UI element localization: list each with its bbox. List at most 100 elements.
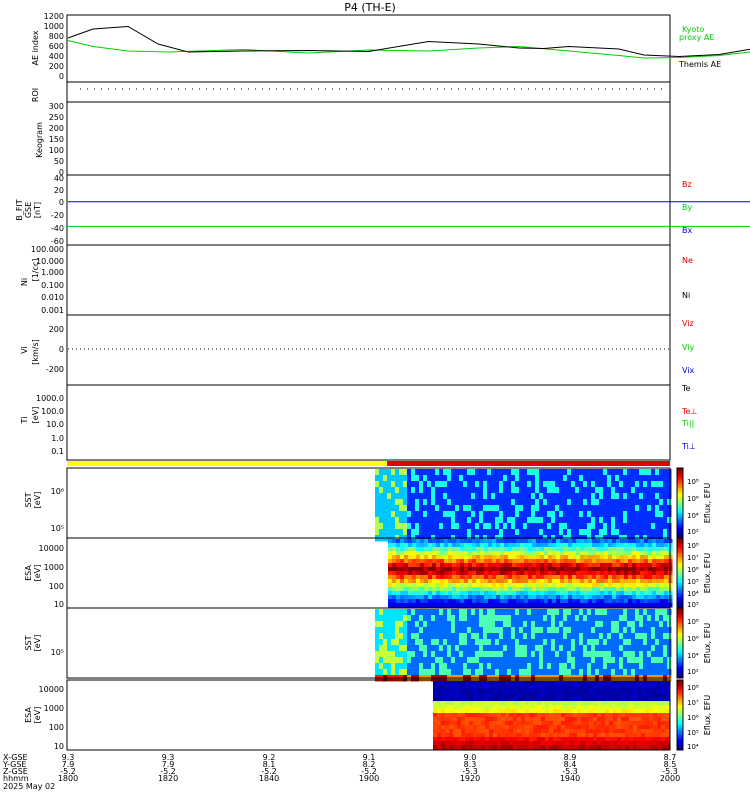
spec-esa-i-cell-114 [412, 587, 417, 592]
spec-esa-i-cell-42 [396, 571, 401, 576]
spec-sst-i-cell-189 [435, 523, 440, 530]
spec-sst-i-cell-786 [635, 505, 640, 512]
spec-esa-e-cell-952 [657, 681, 662, 686]
spec-esa-e-cell-743 [605, 729, 610, 734]
spec-sst-i-cell-739 [619, 511, 624, 518]
spec-sst-i-cell-300 [475, 469, 480, 476]
spec-esa-i-cell-905 [600, 555, 605, 560]
spec-sst-e-cell-151 [423, 651, 428, 658]
spec-sst-e-cell-790 [635, 669, 640, 676]
spec-sst-e-cell-401 [507, 639, 512, 646]
spec-esa-e-cell-676 [589, 733, 594, 738]
spec-sst-e-cell-232 [451, 633, 456, 640]
spec-esa-e-cell-467 [541, 713, 546, 718]
spec-esa-e-cell-949 [653, 737, 658, 742]
spec-esa-i-cell-715 [556, 543, 561, 548]
spec-esa-e-cell-647 [585, 685, 590, 690]
spec-sst-i-cell-505 [543, 475, 548, 482]
spec-sst-i-cell-552 [559, 469, 564, 476]
spec-esa-i-cell-820 [580, 555, 585, 560]
spec-esa-i-cell-234 [440, 591, 445, 596]
spec-esa-e-cell-118 [457, 745, 462, 750]
spec-sst-e-cell-196 [439, 633, 444, 640]
colorbar-1-step-1 [677, 540, 683, 544]
spec-sst-i-cell-495 [539, 487, 544, 494]
spec-esa-i-cell-960 [612, 571, 617, 576]
spec-sst-e-cell-583 [567, 651, 572, 658]
spec-sst-e-cell-358 [491, 669, 496, 676]
spec-esa-e-cell-135 [461, 745, 466, 750]
spec-sst-i-cell-525 [547, 523, 552, 530]
spec-esa-i-cell-189 [432, 547, 437, 552]
spec-esa-i-cell-613 [532, 543, 537, 548]
spec-sst-e-cell-200 [439, 657, 444, 664]
spec-esa-i-cell-644 [536, 599, 541, 604]
spec-esa-i-cell-359 [472, 547, 477, 552]
spec-sst-i-cell-69 [395, 523, 400, 530]
spec-sst-i-cell-865 [663, 475, 668, 482]
spec-esa-i-cell-280 [452, 571, 457, 576]
colorbar-0-step-0 [677, 468, 683, 471]
spec-sst-e-cell-670 [595, 669, 600, 676]
spec-esa-i-cell-545 [516, 543, 521, 548]
spec-esa-e-cell-522 [553, 729, 558, 734]
spec-sst-i-cell-873 [663, 523, 668, 530]
spec-sst-i-cell-745 [623, 475, 628, 482]
spec-esa-i-cell-201 [432, 595, 437, 600]
spec-esa-e-cell-774 [613, 717, 618, 722]
spec-sst-e-cell-222 [447, 645, 452, 652]
spec-esa-e-cell-187 [477, 681, 482, 686]
spec-esa-e-cell-276 [497, 697, 502, 702]
spec-esa-i-cell-927 [604, 575, 609, 580]
spec-esa-e-cell-826 [625, 721, 630, 726]
spec-sst-e-cell-846 [655, 645, 660, 652]
spec-esa-e-cell-566 [565, 701, 570, 706]
spec-esa-e-cell-340 [513, 681, 518, 686]
spec-sst-e-cell-252 [459, 609, 464, 616]
spec-sst-e-cell-432 [519, 609, 524, 616]
spec-sst-e-cell-485 [535, 639, 540, 646]
spec-sst-i-cell-233 [451, 499, 456, 506]
spec-sst-i-cell-464 [527, 517, 532, 524]
spec-esa-i-cell-447 [492, 559, 497, 564]
spec-esa-i-cell-1053 [632, 603, 637, 608]
spec-sst-e-cell-171 [431, 627, 436, 634]
spec-sst-e-cell-259 [459, 651, 464, 658]
spec-esa-e-cell-966 [657, 737, 662, 742]
spec-sst-i-cell-161 [427, 499, 432, 506]
spec-esa-e-cell-121 [461, 689, 466, 694]
spec-esa-i-cell-75 [404, 567, 409, 572]
spec-esa-i-cell-906 [600, 559, 605, 564]
spec-esa-i-cell-34 [396, 539, 401, 544]
spec-sst-e-cell-352 [491, 633, 496, 640]
spec-sst-e-cell-405 [507, 663, 512, 670]
spec-esa-i-cell-913 [600, 587, 605, 592]
spec-sst-i-cell-773 [631, 499, 636, 506]
spec-esa-i-cell-802 [576, 551, 581, 556]
spec-esa-i-cell-127 [416, 571, 421, 576]
spec-esa-e-cell-543 [557, 745, 562, 750]
spec-sst-e-cell-882 [667, 645, 672, 652]
spec-sst-i-cell-123 [415, 487, 420, 494]
spec-sst-i-cell-242 [455, 481, 460, 488]
spec-esa-e-cell-514 [553, 697, 558, 702]
spec-sst-e-cell-468 [531, 609, 536, 616]
spec-sst-e-cell-199 [439, 651, 444, 658]
temperature-legend-teperp: Te⊥ [681, 407, 697, 416]
spec-esa-e-cell-902 [645, 685, 650, 690]
spec-esa-i-cell-785 [572, 551, 577, 556]
spec-esa-i-cell-948 [608, 591, 613, 596]
spec-sst-e-cell-170 [431, 621, 436, 628]
spec-esa-i-cell-907 [600, 563, 605, 568]
spec-sst-e-cell-449 [523, 639, 528, 646]
spec-esa-i-cell-97 [408, 587, 413, 592]
spec-esa-e-cell-224 [485, 693, 490, 698]
spec-esa-i-cell-567 [520, 563, 525, 568]
spec-sst-i-cell-619 [579, 511, 584, 518]
spec-esa-i-cell-831 [580, 599, 585, 604]
spec-esa-e-cell-576 [565, 741, 570, 746]
spec-sst-e-cell-372 [499, 609, 504, 616]
spec-esa-e-cell-388 [521, 737, 526, 742]
spec-esa-e-cell-756 [609, 713, 614, 718]
